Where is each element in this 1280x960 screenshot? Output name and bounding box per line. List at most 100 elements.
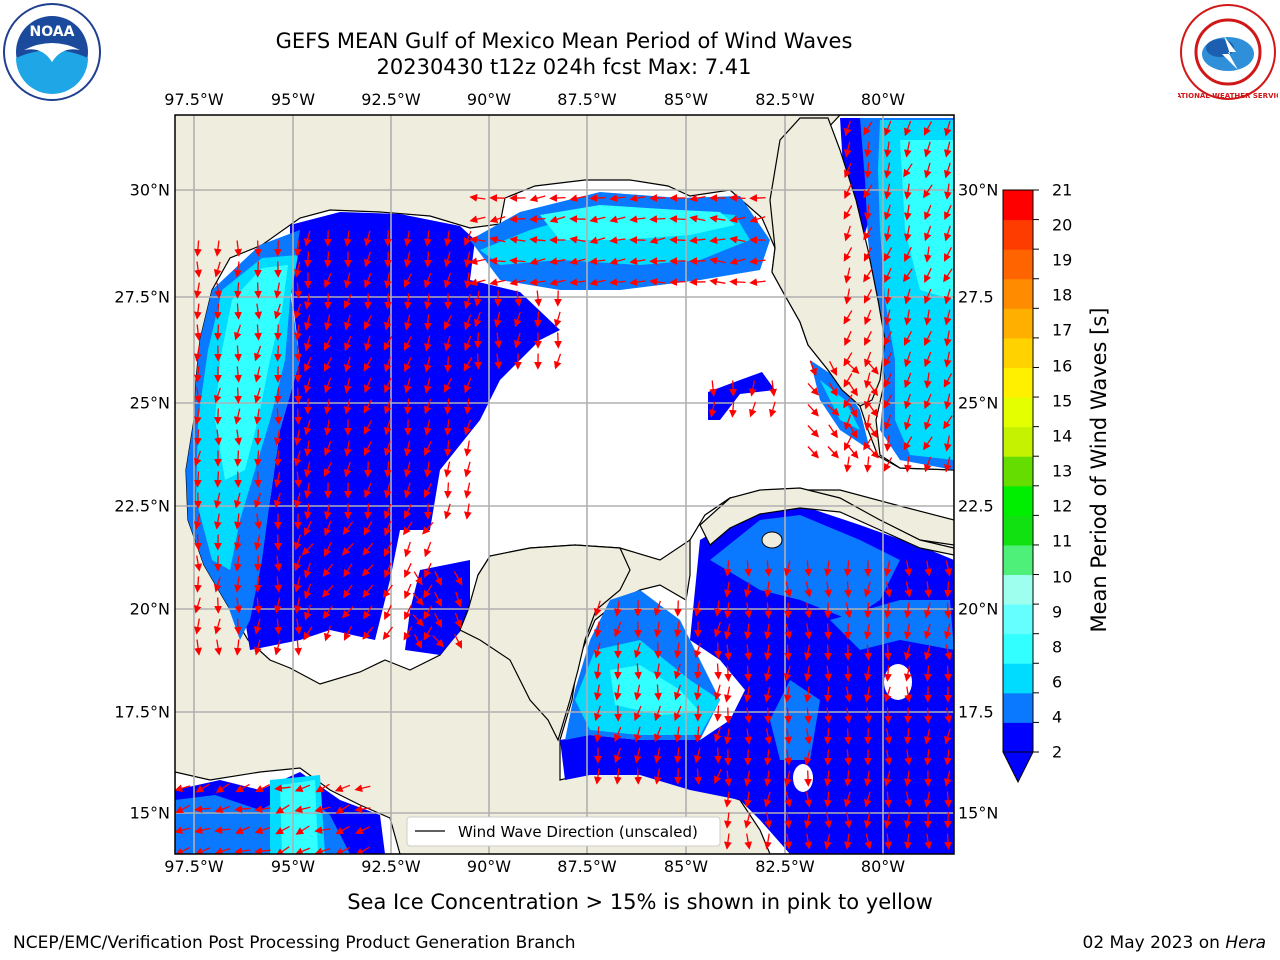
wind-wave-arrow xyxy=(363,605,373,620)
wind-wave-arrow xyxy=(674,768,682,785)
wind-wave-arrow xyxy=(303,293,312,310)
wind-wave-arrow xyxy=(864,456,872,473)
colorbar-tick-18: 18 xyxy=(1052,285,1073,305)
wind-wave-arrow xyxy=(883,560,892,577)
wind-wave-arrow xyxy=(923,184,933,199)
wind-wave-arrow xyxy=(843,120,852,137)
wind-wave-arrow xyxy=(363,357,373,372)
wind-wave-arrow xyxy=(724,728,732,745)
wind-wave-arrow xyxy=(384,293,392,310)
wind-wave-arrow xyxy=(341,606,354,619)
host-name: Hera xyxy=(1225,933,1266,953)
colorbar-tick-11: 11 xyxy=(1052,531,1073,551)
lat-label-left-15n: 15°N xyxy=(129,803,170,823)
wind-wave-arrow xyxy=(233,324,242,341)
wind-wave-arrow xyxy=(863,226,873,241)
wind-wave-arrow xyxy=(443,461,452,478)
wind-wave-arrow xyxy=(463,293,472,310)
wind-wave-arrow xyxy=(463,503,472,520)
wind-wave-arrow xyxy=(883,120,892,137)
wind-wave-arrow xyxy=(304,356,312,373)
wind-wave-arrow xyxy=(943,288,952,305)
wind-wave-arrow xyxy=(343,272,352,289)
wind-wave-arrow xyxy=(723,581,732,598)
wind-wave-arrow xyxy=(463,314,472,331)
wind-wave-arrow xyxy=(315,783,330,793)
wind-wave-arrow xyxy=(403,230,412,247)
wind-wave-arrow xyxy=(743,770,752,787)
wind-wave-arrow xyxy=(633,747,642,764)
wind-wave-arrow xyxy=(904,372,912,389)
wind-wave-arrow xyxy=(803,812,812,829)
wind-wave-arrow xyxy=(195,783,210,793)
wind-wave-arrow xyxy=(864,331,872,346)
cuba-land xyxy=(699,487,954,556)
wind-wave-arrow xyxy=(843,414,852,431)
wind-wave-arrow xyxy=(944,204,952,220)
wind-wave-arrow xyxy=(294,847,311,854)
wind-wave-arrow xyxy=(924,372,932,389)
wind-wave-arrow xyxy=(863,436,873,451)
wind-wave-arrow xyxy=(589,278,606,287)
wind-wave-arrow xyxy=(804,686,812,703)
wind-wave-arrow xyxy=(674,726,682,743)
wind-wave-arrow xyxy=(883,457,893,472)
wind-wave-arrow xyxy=(303,583,312,600)
wind-wave-arrow xyxy=(423,293,432,310)
wind-wave-arrow xyxy=(593,684,602,701)
wind-wave-arrow xyxy=(844,770,852,787)
wind-wave-arrow xyxy=(569,235,586,244)
wind-wave-arrow xyxy=(335,825,350,835)
wind-wave-arrow xyxy=(903,141,912,158)
wind-wave-arrow xyxy=(234,471,242,488)
wind-wave-arrow xyxy=(883,247,893,262)
wind-wave-arrow xyxy=(463,461,472,478)
wind-wave-arrow xyxy=(463,482,472,499)
wind-wave-arrow xyxy=(424,461,432,478)
wind-wave-arrow xyxy=(444,378,452,393)
wind-wave-arrow xyxy=(884,288,892,305)
colorbar-segment xyxy=(1003,219,1033,250)
colorbar-segment xyxy=(1003,367,1033,398)
wind-wave-arrow xyxy=(383,356,392,373)
wind-wave-arrow xyxy=(803,644,812,661)
wind-wave-arrow xyxy=(294,240,302,257)
colorbar-tick-19: 19 xyxy=(1052,250,1073,270)
wind-wave-arrow xyxy=(807,446,819,459)
wind-wave-arrow xyxy=(713,621,722,638)
wind-wave-arrow xyxy=(924,833,933,850)
wind-wave-arrow xyxy=(509,257,526,265)
wind-wave-arrow xyxy=(784,644,792,661)
wind-wave-arrow xyxy=(824,686,832,703)
wind-wave-arrow xyxy=(783,686,792,703)
wind-wave-arrow xyxy=(864,644,872,661)
lat-label-right-22-5: 22.5 xyxy=(958,496,994,516)
wind-wave-arrow xyxy=(884,749,893,766)
wind-wave-arrow xyxy=(749,257,766,265)
lon-label-top-90w: 90°W xyxy=(466,90,512,109)
wind-wave-arrow xyxy=(254,805,271,813)
wind-wave-arrow xyxy=(924,393,932,410)
wind-wave-arrow xyxy=(804,602,813,619)
wind-wave-arrow xyxy=(354,805,371,814)
wind-wave-arrow xyxy=(404,293,412,310)
colorbar-tick-13: 13 xyxy=(1052,461,1073,481)
wind-wave-arrow xyxy=(689,194,706,203)
wind-wave-arrow xyxy=(473,311,482,328)
wind-wave-arrow xyxy=(363,251,372,268)
wind-wave-arrow xyxy=(883,770,892,787)
wind-wave-arrow xyxy=(744,623,752,640)
wind-wave-arrow xyxy=(273,303,282,320)
colorbar xyxy=(1002,189,1039,784)
colorbar-segment xyxy=(1003,722,1033,753)
wind-wave-arrow xyxy=(744,749,752,766)
wind-wave-arrow xyxy=(863,414,872,431)
wind-wave-arrow xyxy=(944,812,952,829)
wind-wave-arrow xyxy=(674,621,682,638)
wind-wave-arrow xyxy=(943,268,953,283)
wind-wave-arrow xyxy=(943,728,952,745)
wind-wave-arrow xyxy=(903,436,913,451)
wind-wave-arrow xyxy=(453,571,463,586)
wind-wave-arrow xyxy=(724,770,732,787)
wind-wave-arrow xyxy=(234,345,242,362)
